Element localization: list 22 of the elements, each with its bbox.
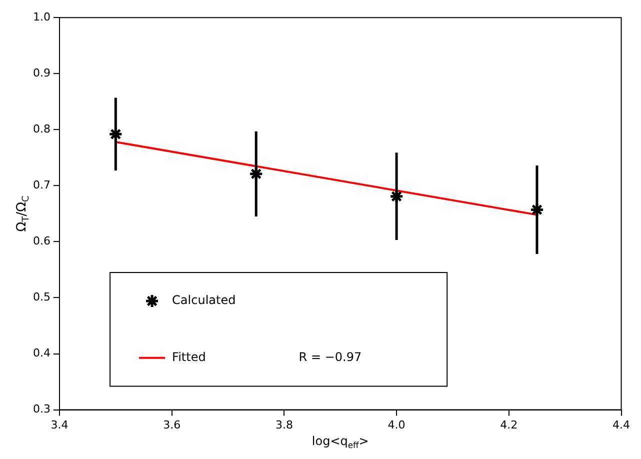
legend-label: Fitted (172, 350, 206, 364)
x-tick-label: 3.6 (163, 418, 181, 432)
point (530, 202, 544, 218)
x-tick-label: 4.0 (388, 418, 406, 432)
y-tick-label: 0.4 (32, 346, 50, 360)
point (108, 126, 123, 142)
y-tick-label: 0.9 (32, 66, 50, 80)
legend-label: Calculated (172, 293, 236, 308)
y-tick-label: 0.8 (32, 122, 50, 136)
annotation: R = −0.97 (298, 350, 362, 364)
x-tick-label: 3.8 (275, 418, 293, 432)
y-tick-label: 0.6 (32, 234, 50, 248)
y-tick-label: 0.5 (32, 290, 50, 304)
y-tick-label: 1.0 (32, 10, 50, 24)
y-tick-label: 0.7 (32, 178, 50, 192)
y-axis-title: ΩT/ΩC (14, 196, 32, 232)
x-tick-label: 4.2 (500, 418, 518, 432)
point (248, 166, 264, 182)
point (389, 189, 404, 204)
y-tick-label: 0.3 (32, 402, 50, 416)
x-tick-label: 3.4 (50, 418, 68, 432)
x-tick-label: 4.4 (612, 418, 630, 432)
